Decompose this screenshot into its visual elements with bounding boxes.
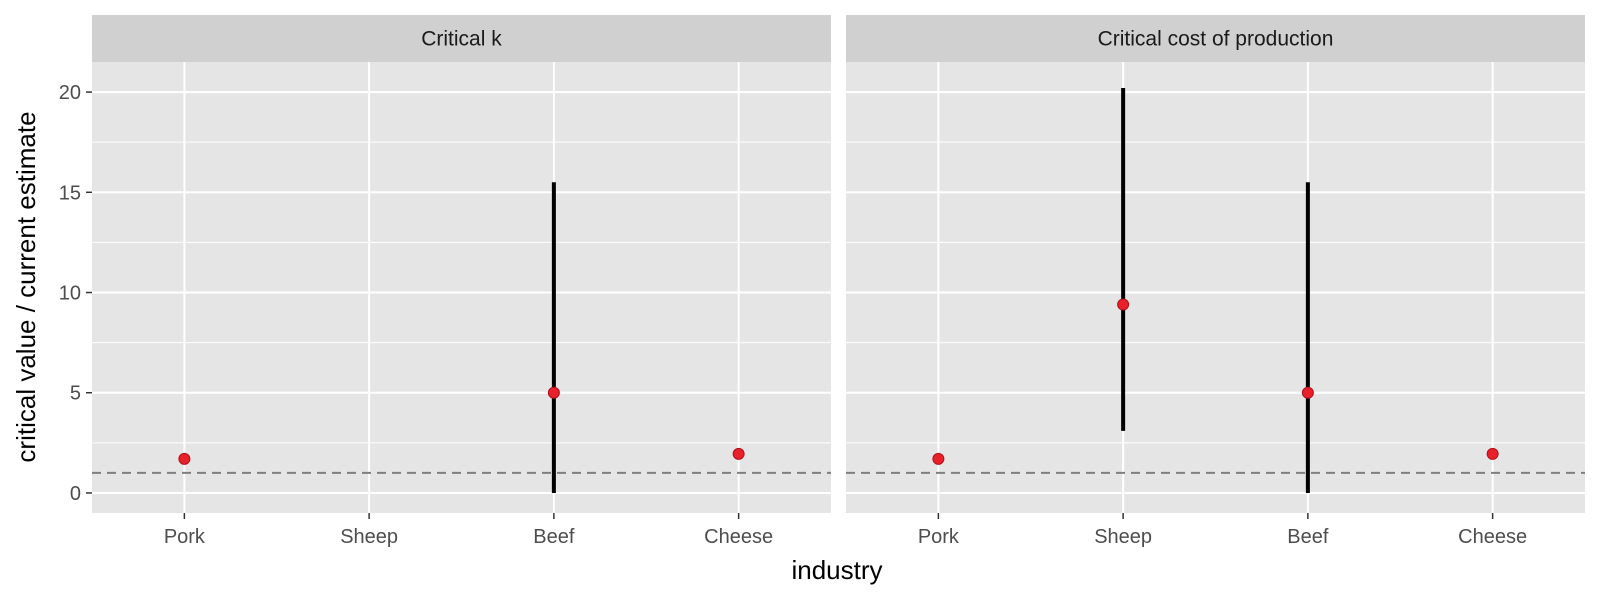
panel-2: Critical cost of production Pork Sheep Beef…	[846, 15, 1585, 548]
point-beef	[1301, 386, 1314, 399]
x-tick-label-beef: Beef	[533, 526, 575, 548]
x-tick-label-sheep: Sheep	[1094, 526, 1152, 548]
y-tick-label: 10	[59, 283, 81, 305]
point-cheese	[1486, 447, 1499, 460]
x-tick-label-cheese: Cheese	[1458, 526, 1527, 548]
x-tick-label-pork: Pork	[164, 526, 206, 548]
point-pork	[932, 452, 945, 465]
panel-background	[92, 62, 831, 513]
point-sheep	[1117, 298, 1130, 311]
x-tick-label-pork: Pork	[918, 526, 960, 548]
y-tick-label: 5	[70, 383, 81, 405]
x-tick-label-cheese: Cheese	[704, 526, 773, 548]
panel-1: Critical k Pork Sheep Beef Cheese	[92, 15, 831, 548]
facet-strip-title: Critical k	[421, 28, 502, 51]
point-pork	[178, 452, 191, 465]
point-cheese	[732, 447, 745, 460]
facet-strip	[92, 15, 831, 62]
x-tick-label-beef: Beef	[1287, 526, 1329, 548]
y-tick-label: 0	[70, 483, 81, 505]
y-tick-label: 20	[59, 82, 81, 104]
x-axis-title: industry	[791, 555, 882, 585]
y-tick-label: 15	[59, 182, 81, 204]
y-axis: 0 5 10 15 20	[59, 82, 92, 505]
facet-strip	[846, 15, 1585, 62]
point-beef	[547, 386, 560, 399]
panel-background	[846, 62, 1585, 513]
y-axis-title: critical value / current estimate	[11, 111, 41, 462]
facet-strip-title: Critical cost of production	[1098, 28, 1334, 51]
x-tick-label-sheep: Sheep	[340, 526, 398, 548]
